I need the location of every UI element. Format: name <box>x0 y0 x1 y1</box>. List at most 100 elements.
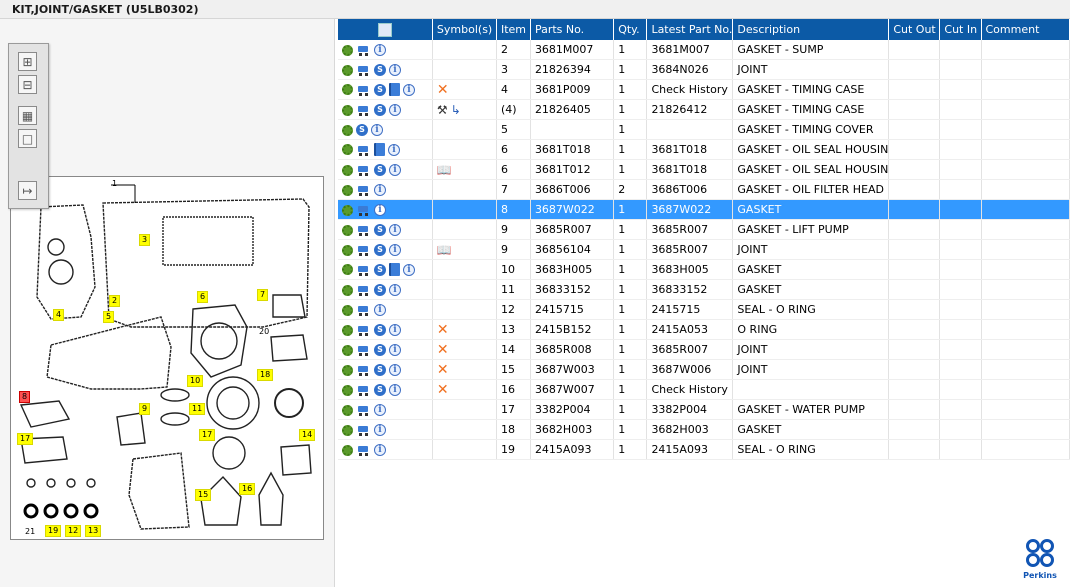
add-to-cart-icon[interactable] <box>356 44 371 56</box>
branch-arrow-icon[interactable]: ↳ <box>450 102 461 117</box>
add-to-cart-icon[interactable] <box>356 164 371 176</box>
callout-20[interactable]: 20 <box>259 327 270 336</box>
add-to-cart-icon[interactable] <box>356 144 371 156</box>
info-icon[interactable]: i <box>374 444 386 456</box>
add-to-cart-icon[interactable] <box>356 64 371 76</box>
details-gear-icon[interactable] <box>342 144 353 156</box>
callout-15[interactable]: 15 <box>195 489 212 501</box>
supersession-s-icon[interactable]: S <box>374 344 386 356</box>
add-to-cart-icon[interactable] <box>356 204 371 216</box>
callout-21[interactable]: 21 <box>25 527 36 536</box>
info-icon[interactable]: i <box>374 424 386 436</box>
details-gear-icon[interactable] <box>342 44 353 56</box>
table-row[interactable]: i 8 3687W022 1 3687W022 GASKET <box>338 199 1070 220</box>
table-row[interactable]: i 2 3681M007 1 3681M007 GASKET - SUMP <box>338 40 1070 60</box>
details-gear-icon[interactable] <box>342 424 353 436</box>
details-gear-icon[interactable] <box>342 64 353 76</box>
supersession-s-icon[interactable]: S <box>374 324 386 336</box>
callout-13[interactable]: 13 <box>85 525 102 537</box>
details-gear-icon[interactable] <box>342 444 353 456</box>
table-row[interactable]: i 12 2415715 1 2415715 SEAL - O RING <box>338 299 1070 320</box>
add-to-cart-icon[interactable] <box>356 224 371 236</box>
info-icon[interactable]: i <box>389 384 401 396</box>
details-gear-icon[interactable] <box>342 224 353 236</box>
supersession-s-icon[interactable]: S <box>374 164 386 176</box>
info-icon[interactable]: i <box>389 364 401 376</box>
info-icon[interactable]: i <box>371 124 383 136</box>
details-gear-icon[interactable] <box>342 384 353 396</box>
details-gear-icon[interactable] <box>342 404 353 416</box>
details-gear-icon[interactable] <box>342 184 353 196</box>
supersession-s-icon[interactable]: S <box>374 364 386 376</box>
service-book-icon[interactable] <box>389 83 400 97</box>
column-parts-no[interactable]: Parts No. <box>530 19 615 40</box>
info-icon[interactable]: i <box>389 164 401 176</box>
supersession-s-icon[interactable]: S <box>356 124 368 136</box>
zoom-in-icon[interactable]: ⊞ <box>18 52 37 71</box>
details-gear-icon[interactable] <box>342 84 353 96</box>
view-illustration-icon[interactable]: 📖 <box>436 162 452 177</box>
exploded-parts-drawing[interactable]: 1 2 3 4 5 6 7 8 9 10 11 13 12 14 15 16 1… <box>10 176 324 540</box>
info-icon[interactable]: i <box>374 184 386 196</box>
service-book-icon[interactable] <box>374 143 385 157</box>
details-gear-icon[interactable] <box>342 304 353 316</box>
callout-9[interactable]: 9 <box>139 403 151 415</box>
supersession-s-icon[interactable]: S <box>374 104 386 116</box>
info-icon[interactable]: i <box>389 344 401 356</box>
callout-17-left[interactable]: 17 <box>17 433 34 445</box>
column-symbols[interactable]: Symbol(s) <box>432 19 497 40</box>
column-comment[interactable]: Comment <box>981 19 1070 40</box>
table-row[interactable]: i 7 3686T006 2 3686T006 GASKET - OIL FILTER H… <box>338 179 1070 200</box>
fit-view-icon[interactable]: ▦ <box>18 106 37 125</box>
add-to-cart-icon[interactable] <box>356 264 371 276</box>
add-to-cart-icon[interactable] <box>356 344 371 356</box>
column-qty[interactable]: Qty. <box>613 19 648 40</box>
callout-2[interactable]: 2 <box>109 295 121 307</box>
info-icon[interactable]: i <box>388 143 400 156</box>
info-icon[interactable]: i <box>403 263 415 276</box>
add-to-cart-icon[interactable] <box>356 244 371 256</box>
add-to-cart-icon[interactable] <box>356 364 371 376</box>
actual-size-icon[interactable]: □ <box>18 129 37 148</box>
zoom-out-icon[interactable]: ⊟ <box>18 75 37 94</box>
callout-17-right[interactable]: 17 <box>199 429 216 441</box>
supersession-s-icon[interactable]: S <box>374 244 386 256</box>
note-pin-icon[interactable]: ⚒ <box>436 102 448 117</box>
callout-18[interactable]: 18 <box>257 369 274 381</box>
details-gear-icon[interactable] <box>342 344 353 356</box>
info-icon[interactable]: i <box>389 224 401 236</box>
details-gear-icon[interactable] <box>342 244 353 256</box>
column-description[interactable]: Description <box>732 19 890 40</box>
supersession-s-icon[interactable]: S <box>374 83 386 96</box>
add-to-cart-icon[interactable] <box>356 404 371 416</box>
service-book-icon[interactable] <box>389 263 400 277</box>
column-item[interactable]: Item <box>496 19 531 40</box>
add-to-cart-icon[interactable] <box>356 444 371 456</box>
details-gear-icon[interactable] <box>342 264 353 276</box>
callout-5[interactable]: 5 <box>103 311 115 323</box>
table-row[interactable]: i 18 3682H003 1 3682H003 GASKET <box>338 419 1070 440</box>
column-latest-part-no[interactable]: Latest Part No. <box>646 19 734 40</box>
info-icon[interactable]: i <box>374 204 386 216</box>
info-icon[interactable]: i <box>389 104 401 116</box>
callout-7[interactable]: 7 <box>257 289 269 301</box>
callout-3[interactable]: 3 <box>139 234 151 246</box>
details-gear-icon[interactable] <box>342 164 353 176</box>
info-icon[interactable]: i <box>374 304 386 316</box>
callout-10[interactable]: 10 <box>187 375 204 387</box>
add-to-cart-icon[interactable] <box>356 184 371 196</box>
info-icon[interactable]: i <box>403 83 415 96</box>
column-cut-out[interactable]: Cut Out <box>888 19 941 40</box>
callout-1[interactable]: 1 <box>112 179 118 188</box>
callout-11[interactable]: 11 <box>189 403 206 415</box>
callout-16[interactable]: 16 <box>239 483 256 495</box>
add-to-cart-icon[interactable] <box>356 84 371 96</box>
